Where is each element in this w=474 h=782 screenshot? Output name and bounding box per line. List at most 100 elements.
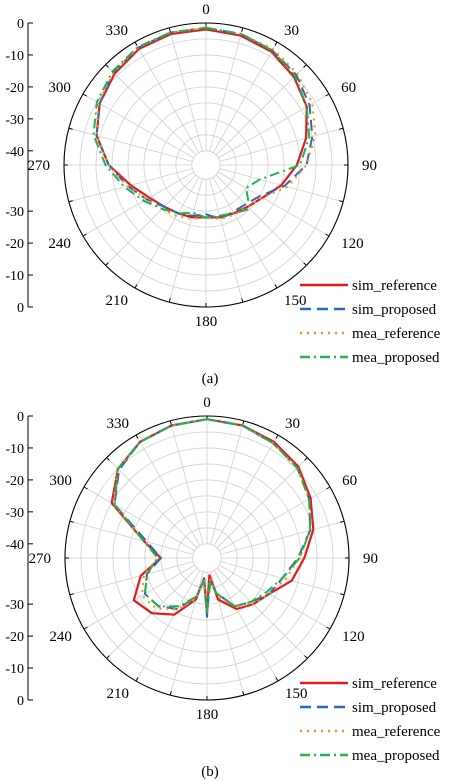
angular-tick <box>68 200 73 203</box>
grid-spoke <box>212 177 278 289</box>
angular-tick <box>241 27 244 32</box>
angle-label: 270 <box>28 158 51 174</box>
radial-tick-label: -20 <box>5 81 24 96</box>
angular-tick <box>69 520 74 523</box>
angle-label: 240 <box>49 629 72 645</box>
radial-tick-label: -10 <box>5 662 24 677</box>
series-curves-a <box>92 26 317 220</box>
grid-spoke <box>134 177 200 289</box>
angular-tick <box>169 691 172 696</box>
angular-tick <box>134 284 138 289</box>
grid-spoke <box>212 41 278 153</box>
angular-labels-b: 0 30 60 90 120 150 180 210 240 270 300 330 <box>29 395 379 723</box>
angular-tick <box>339 200 344 203</box>
angle-label: 60 <box>342 473 357 489</box>
series-curve <box>113 418 312 615</box>
grid-spoke <box>105 174 197 266</box>
legend-label: mea_reference <box>352 724 441 740</box>
series-curve <box>95 26 314 220</box>
radial-tick-label: -10 <box>5 49 24 64</box>
angular-tick <box>304 457 308 461</box>
angle-label: 0 <box>202 2 210 18</box>
radial-tick-label: -20 <box>5 474 24 489</box>
grid-spoke <box>134 41 200 153</box>
grid-ring <box>192 543 222 573</box>
angle-label: 300 <box>49 473 72 489</box>
grid-spoke <box>209 27 244 152</box>
legend-label: sim_proposed <box>352 700 437 716</box>
grid-spoke <box>106 457 198 549</box>
angular-tick <box>135 677 139 682</box>
angular-tick <box>326 486 331 490</box>
angular-tick <box>105 262 109 266</box>
grid-spoke <box>83 564 195 630</box>
polar-grid-a <box>63 22 349 308</box>
grid-spoke <box>105 64 197 156</box>
angular-tick <box>106 457 110 461</box>
radial-tick-label: 0 <box>17 410 24 425</box>
angular-tick <box>303 262 307 266</box>
series-curves-b <box>110 418 315 618</box>
angular-tick <box>340 520 345 523</box>
angular-tick <box>304 655 308 659</box>
angular-tick <box>83 486 88 490</box>
grid-spoke <box>168 178 203 303</box>
grid-spoke <box>69 520 194 555</box>
legend-label: mea_proposed <box>352 350 440 366</box>
angular-tick <box>241 298 244 303</box>
angle-label: 300 <box>48 80 71 96</box>
grid-spoke <box>83 486 195 552</box>
radial-tick-label: -20 <box>5 630 24 645</box>
angular-tick <box>339 127 344 130</box>
angular-tick <box>168 298 171 303</box>
grid-spoke <box>209 178 244 303</box>
radial-axis-a: 0 -10 -20 -30 -40 -30 -20 -10 0 <box>5 17 33 316</box>
angular-tick <box>242 420 245 425</box>
angle-label: 240 <box>48 236 71 252</box>
grid-spoke <box>213 434 279 546</box>
grid-spoke <box>219 564 331 630</box>
angle-label: 30 <box>284 23 299 39</box>
legend-label: sim_proposed <box>352 302 437 318</box>
angular-tick <box>106 655 110 659</box>
angular-tick <box>340 593 345 596</box>
grid-spoke <box>220 520 345 555</box>
radial-tick-label: -30 <box>5 205 24 220</box>
angle-label: 270 <box>29 551 52 567</box>
angular-tick <box>275 677 279 682</box>
radial-tick-label: -40 <box>5 145 24 160</box>
angle-label: 330 <box>106 23 129 39</box>
grid-ring <box>191 150 221 180</box>
angle-label: 0 <box>203 395 211 411</box>
radial-tick-label: 0 <box>17 17 24 32</box>
angular-tick <box>242 691 245 696</box>
angle-label: 60 <box>341 80 356 96</box>
radial-tick-label: -30 <box>5 598 24 613</box>
legend-a: sim_reference sim_proposed mea_referenceme… <box>300 278 441 366</box>
angular-tick <box>303 64 307 68</box>
angle-label: 120 <box>341 236 364 252</box>
angular-labels-a: 0 30 60 90 120 150 180 210 240 270 300 330 <box>28 2 378 330</box>
grid-spoke <box>216 457 308 549</box>
legend-label: sim_reference <box>352 278 437 294</box>
grid-spoke <box>213 570 279 682</box>
angle-label: 150 <box>285 686 308 702</box>
angular-tick <box>135 434 139 439</box>
radial-tick-label: -10 <box>5 269 24 284</box>
angular-tick <box>68 127 73 130</box>
angular-tick <box>325 233 330 237</box>
grid-spoke <box>135 570 201 682</box>
radial-tick-label: 0 <box>17 694 24 709</box>
angular-tick <box>82 93 87 97</box>
angular-tick <box>69 593 74 596</box>
angular-tick <box>325 93 330 97</box>
angular-tick <box>168 27 171 32</box>
legend-label: mea_proposed <box>352 748 440 764</box>
grid-spoke <box>218 171 330 237</box>
radial-tick-label: -30 <box>5 113 24 128</box>
series-curve <box>92 26 311 219</box>
grid-spoke <box>215 174 307 266</box>
grid-spoke <box>169 420 204 545</box>
polar-grid-b <box>64 415 350 701</box>
